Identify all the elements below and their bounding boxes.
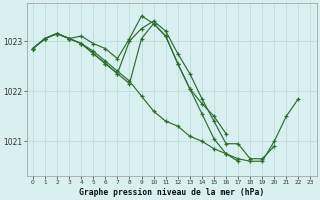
X-axis label: Graphe pression niveau de la mer (hPa): Graphe pression niveau de la mer (hPa)	[79, 188, 264, 197]
